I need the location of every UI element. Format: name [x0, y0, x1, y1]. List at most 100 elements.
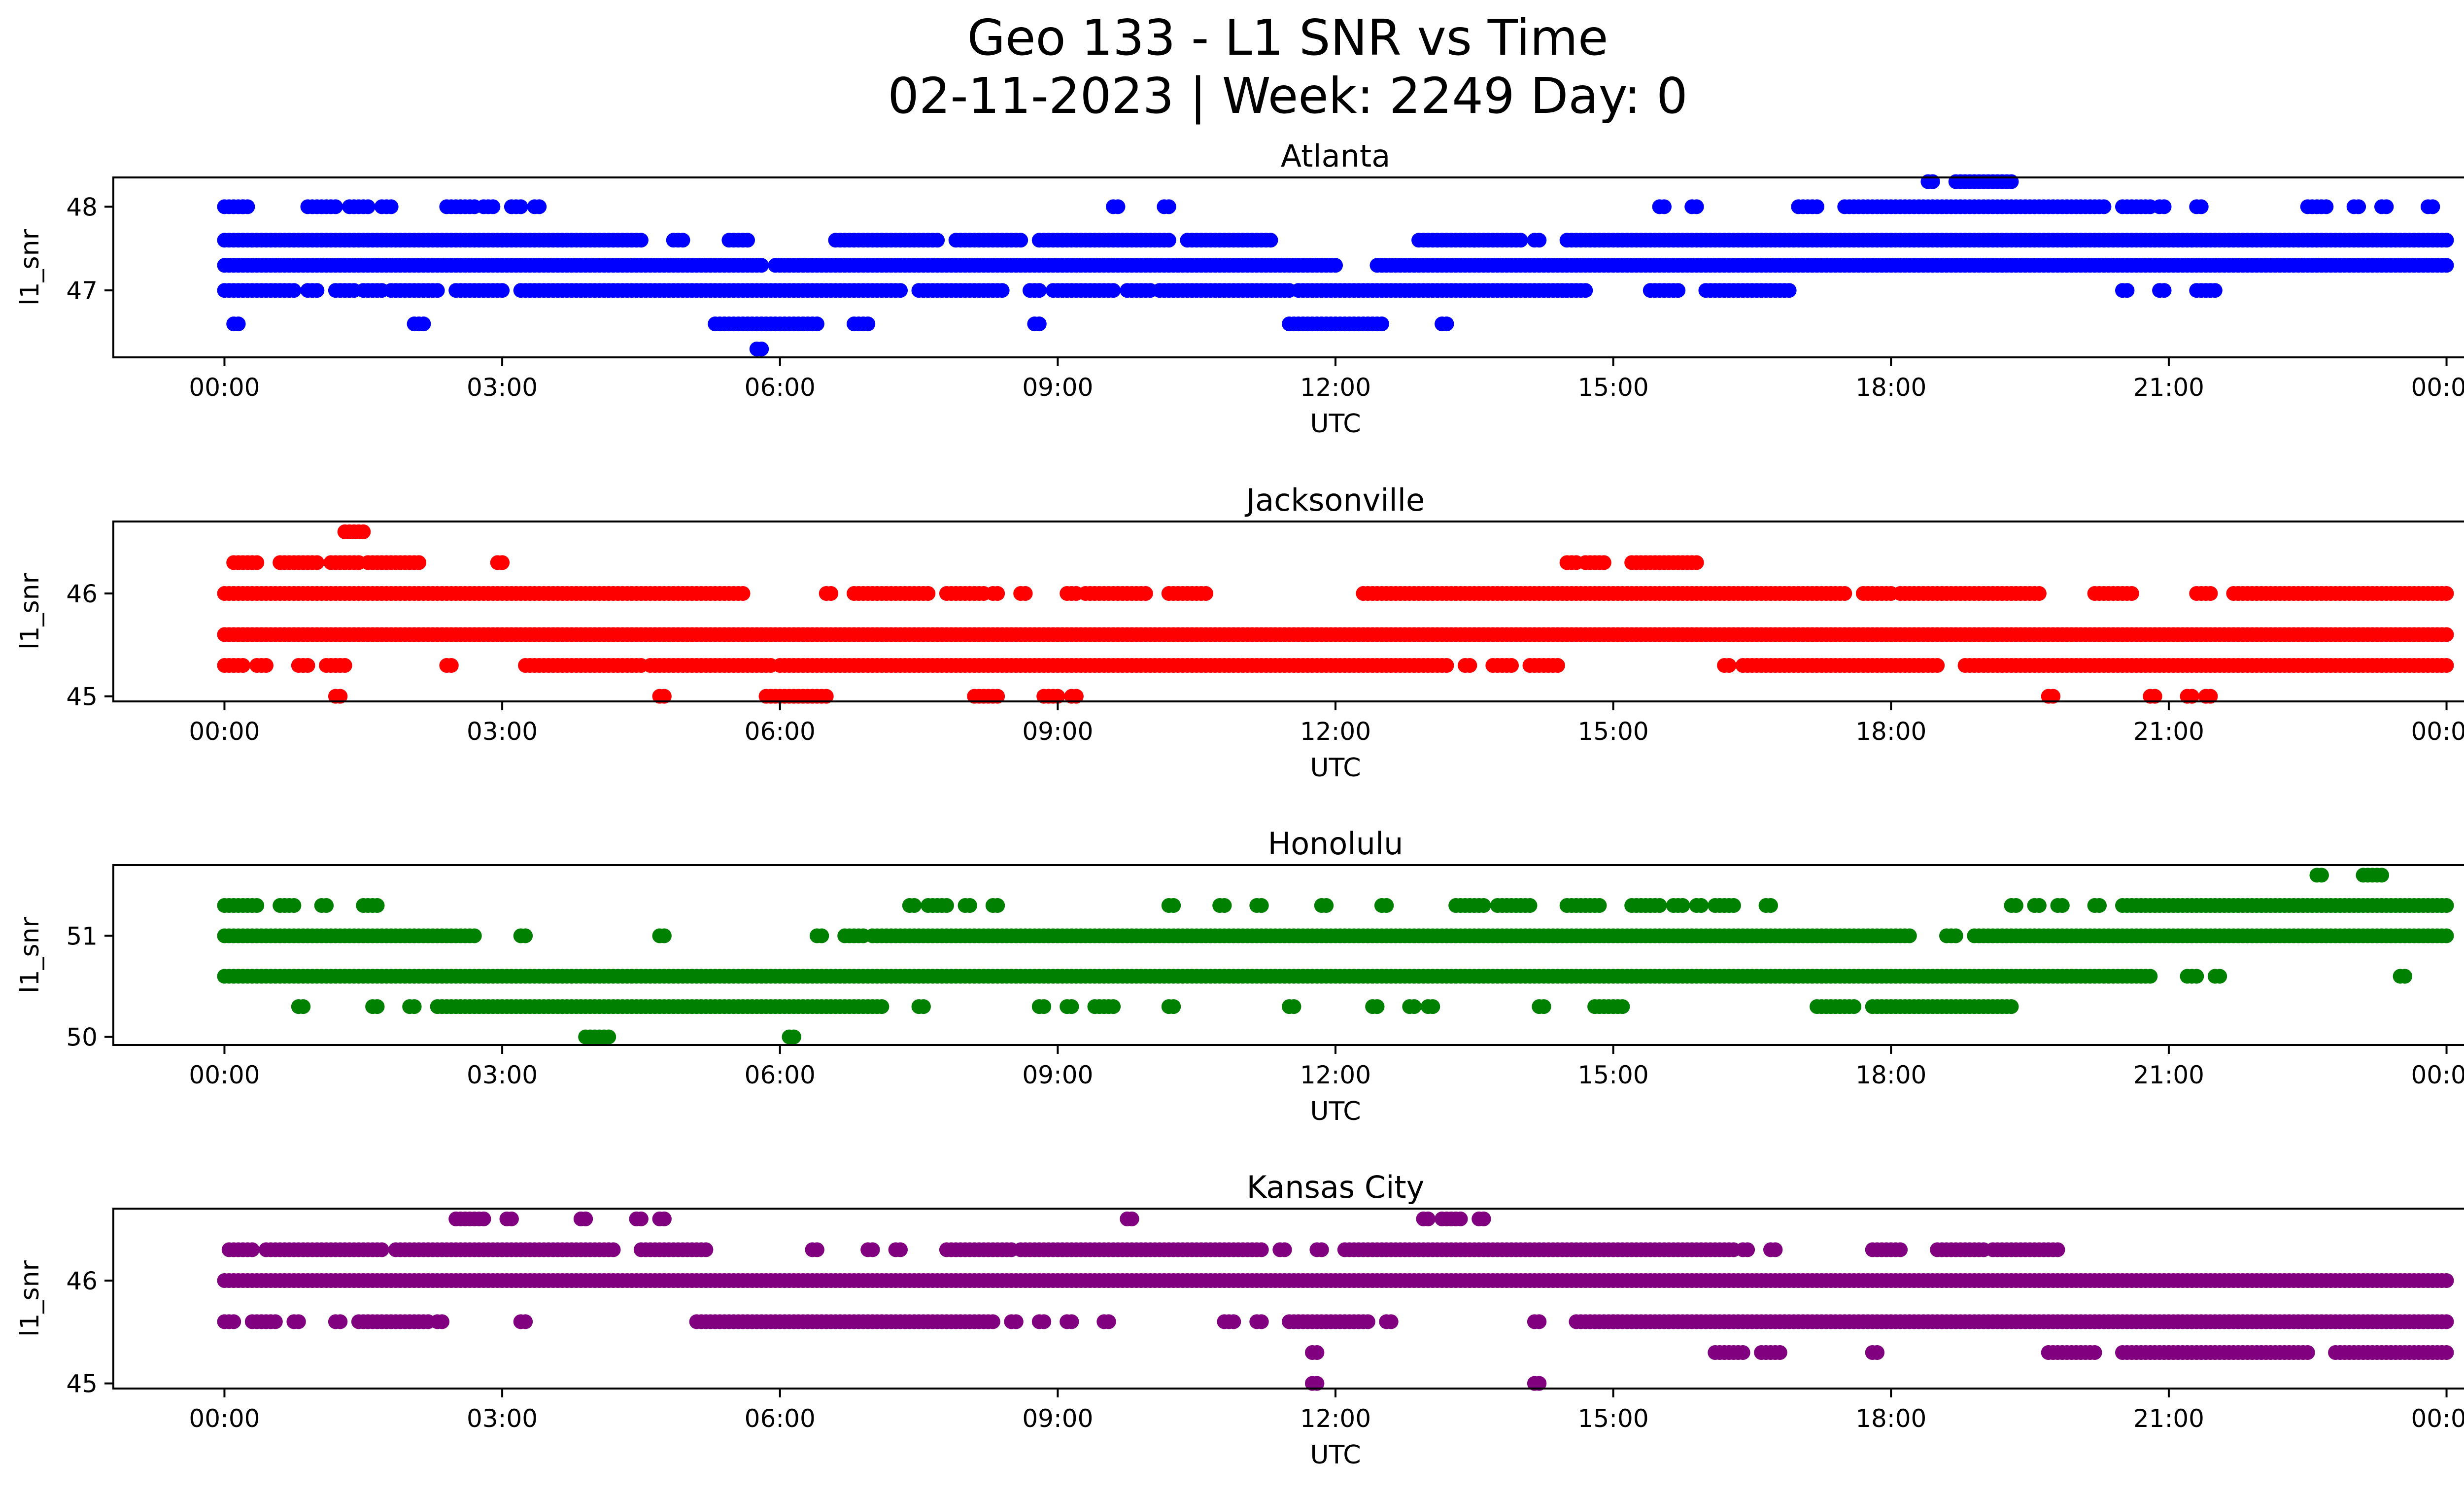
data-point: [1550, 658, 1565, 673]
data-point: [430, 283, 445, 298]
data-point: [2439, 928, 2454, 943]
data-point: [2351, 199, 2366, 214]
data-point: [939, 898, 954, 913]
data-point: [633, 233, 649, 248]
data-point: [2439, 586, 2454, 601]
data-point: [2439, 1314, 2454, 1329]
data-point: [1226, 1314, 1241, 1329]
data-point: [1615, 999, 1630, 1014]
x-tick-label: 06:00: [745, 373, 816, 402]
data-point: [606, 1242, 621, 1257]
data-point: [226, 1314, 241, 1329]
data-point: [532, 199, 547, 214]
data-point: [1379, 898, 1394, 913]
data-point: [921, 586, 936, 601]
data-point: [1064, 1314, 1079, 1329]
data-point: [1286, 999, 1301, 1014]
scatter-points: [217, 174, 2454, 356]
data-point: [2439, 258, 2454, 273]
data-point: [2156, 283, 2172, 298]
data-point: [994, 283, 1010, 298]
data-point: [1101, 1314, 1116, 1329]
data-point: [1328, 258, 1343, 273]
data-point: [1596, 555, 1611, 570]
data-point: [1930, 658, 1945, 673]
data-point: [1439, 316, 1454, 332]
data-point: [2189, 969, 2204, 984]
x-tick-label: 21:00: [2133, 1061, 2204, 1089]
data-point: [268, 1314, 283, 1329]
data-point: [2004, 999, 2019, 1014]
subplot-title: Jacksonville: [1244, 482, 1425, 518]
data-point: [1763, 898, 1778, 913]
data-point: [786, 1029, 801, 1044]
data-point: [244, 1242, 260, 1257]
data-point: [411, 555, 426, 570]
data-point: [249, 555, 265, 570]
data-point: [407, 999, 422, 1014]
data-point: [2156, 199, 2172, 214]
data-point: [309, 555, 325, 570]
data-point: [1837, 586, 1852, 601]
data-point: [2439, 898, 2454, 913]
data-point: [240, 199, 255, 214]
data-point: [1374, 316, 1389, 332]
x-tick-label: 00:00: [189, 373, 260, 402]
data-point: [2212, 969, 2227, 984]
data-point: [1106, 283, 1121, 298]
scatter-points: [217, 524, 2454, 704]
x-tick-label: 21:00: [2133, 373, 2204, 402]
data-point: [990, 898, 1005, 913]
data-point: [1694, 898, 1709, 913]
data-point: [2374, 868, 2389, 883]
data-point: [1254, 1314, 1269, 1329]
data-point: [2143, 969, 2158, 984]
data-point: [374, 1242, 389, 1257]
data-point: [962, 898, 977, 913]
subplot-title: Honolulu: [1268, 826, 1403, 862]
data-point: [1314, 1242, 1329, 1257]
data-point: [333, 1314, 348, 1329]
scatter-points: [217, 1211, 2454, 1391]
data-point: [1476, 898, 1491, 913]
data-point: [675, 233, 690, 248]
data-point: [1360, 1314, 1375, 1329]
data-point: [485, 199, 501, 214]
data-point: [2397, 969, 2412, 984]
data-point: [698, 1242, 714, 1257]
x-tick-label: 03:00: [467, 1061, 538, 1089]
data-point: [1106, 999, 1121, 1014]
data-point: [1263, 233, 1278, 248]
data-point: [383, 199, 399, 214]
data-point: [1578, 283, 1593, 298]
data-point: [2439, 658, 2454, 673]
axes-frame: [112, 864, 2464, 1046]
subplot-title: Atlanta: [1281, 138, 1390, 174]
data-point: [1726, 898, 1741, 913]
x-tick-label: 15:00: [1578, 1061, 1649, 1089]
data-point: [2193, 199, 2209, 214]
figure-title-line-1: Geo 133 - L1 SNR vs Time: [967, 9, 1608, 67]
data-point: [1198, 586, 1213, 601]
data-point: [495, 283, 510, 298]
data-point: [1689, 199, 1704, 214]
data-point: [1319, 898, 1334, 913]
x-tick-label: 12:00: [1300, 373, 1371, 402]
data-point: [754, 258, 769, 273]
figure-title: Geo 133 - L1 SNR vs Time 02-11-2023 | We…: [0, 0, 2464, 125]
data-point: [1810, 199, 1824, 214]
x-tick-label: 21:00: [2133, 717, 2204, 746]
data-point: [985, 1314, 1000, 1329]
data-point: [1036, 1314, 1052, 1329]
x-tick-label: 18:00: [1855, 717, 1926, 746]
x-tick-label: 09:00: [1022, 373, 1093, 402]
data-point: [2008, 898, 2023, 913]
data-point: [2439, 233, 2454, 248]
data-point: [1657, 199, 1672, 214]
data-point: [444, 658, 459, 673]
data-point: [259, 658, 274, 673]
